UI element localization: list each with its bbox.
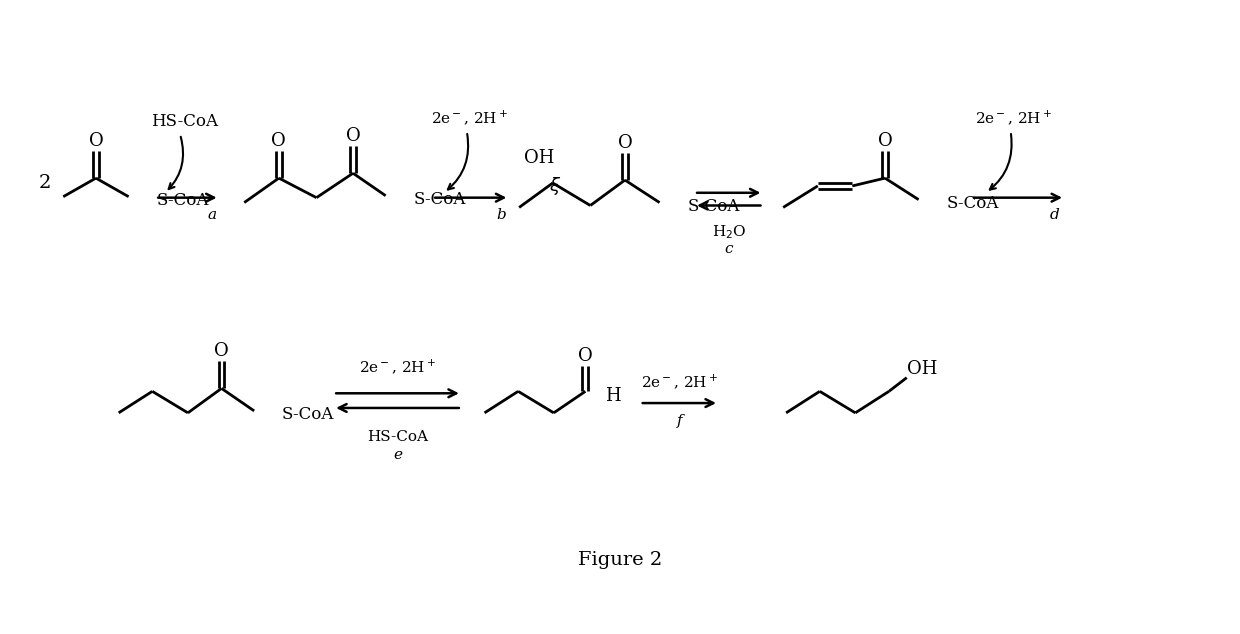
Text: a: a (207, 209, 216, 223)
Text: 2e$^-$, 2H$^+$: 2e$^-$, 2H$^+$ (975, 108, 1052, 127)
Text: 2e$^-$, 2H$^+$: 2e$^-$, 2H$^+$ (358, 358, 436, 376)
Text: S-CoA: S-CoA (413, 191, 466, 208)
Text: O: O (618, 134, 632, 152)
Text: $\xi$: $\xi$ (548, 175, 560, 197)
Text: 2e$^-$, 2H$^+$: 2e$^-$, 2H$^+$ (432, 108, 508, 127)
Text: H: H (605, 387, 621, 405)
Text: O: O (578, 347, 593, 365)
Text: b: b (496, 209, 506, 223)
Text: O: O (878, 132, 893, 150)
Text: d: d (1050, 209, 1060, 223)
Text: f: f (677, 413, 682, 428)
Text: 2e$^-$, 2H$^+$: 2e$^-$, 2H$^+$ (641, 372, 718, 391)
Text: c: c (724, 242, 733, 256)
Text: S-CoA: S-CoA (281, 406, 335, 424)
Text: H$_2$O: H$_2$O (712, 223, 746, 241)
Text: O: O (346, 127, 361, 145)
Text: O: O (272, 132, 286, 150)
Text: OH: OH (523, 148, 554, 167)
Text: S-CoA: S-CoA (946, 195, 998, 212)
Text: 2: 2 (38, 174, 51, 192)
Text: S-CoA: S-CoA (687, 198, 739, 215)
Text: Figure 2: Figure 2 (578, 550, 662, 569)
Text: O: O (88, 132, 103, 150)
Text: S-CoA: S-CoA (156, 192, 208, 209)
Text: HS-CoA: HS-CoA (151, 113, 218, 130)
Text: OH: OH (908, 360, 937, 378)
Text: O: O (215, 342, 229, 360)
Text: HS-CoA: HS-CoA (367, 430, 428, 444)
Text: e: e (393, 448, 402, 462)
